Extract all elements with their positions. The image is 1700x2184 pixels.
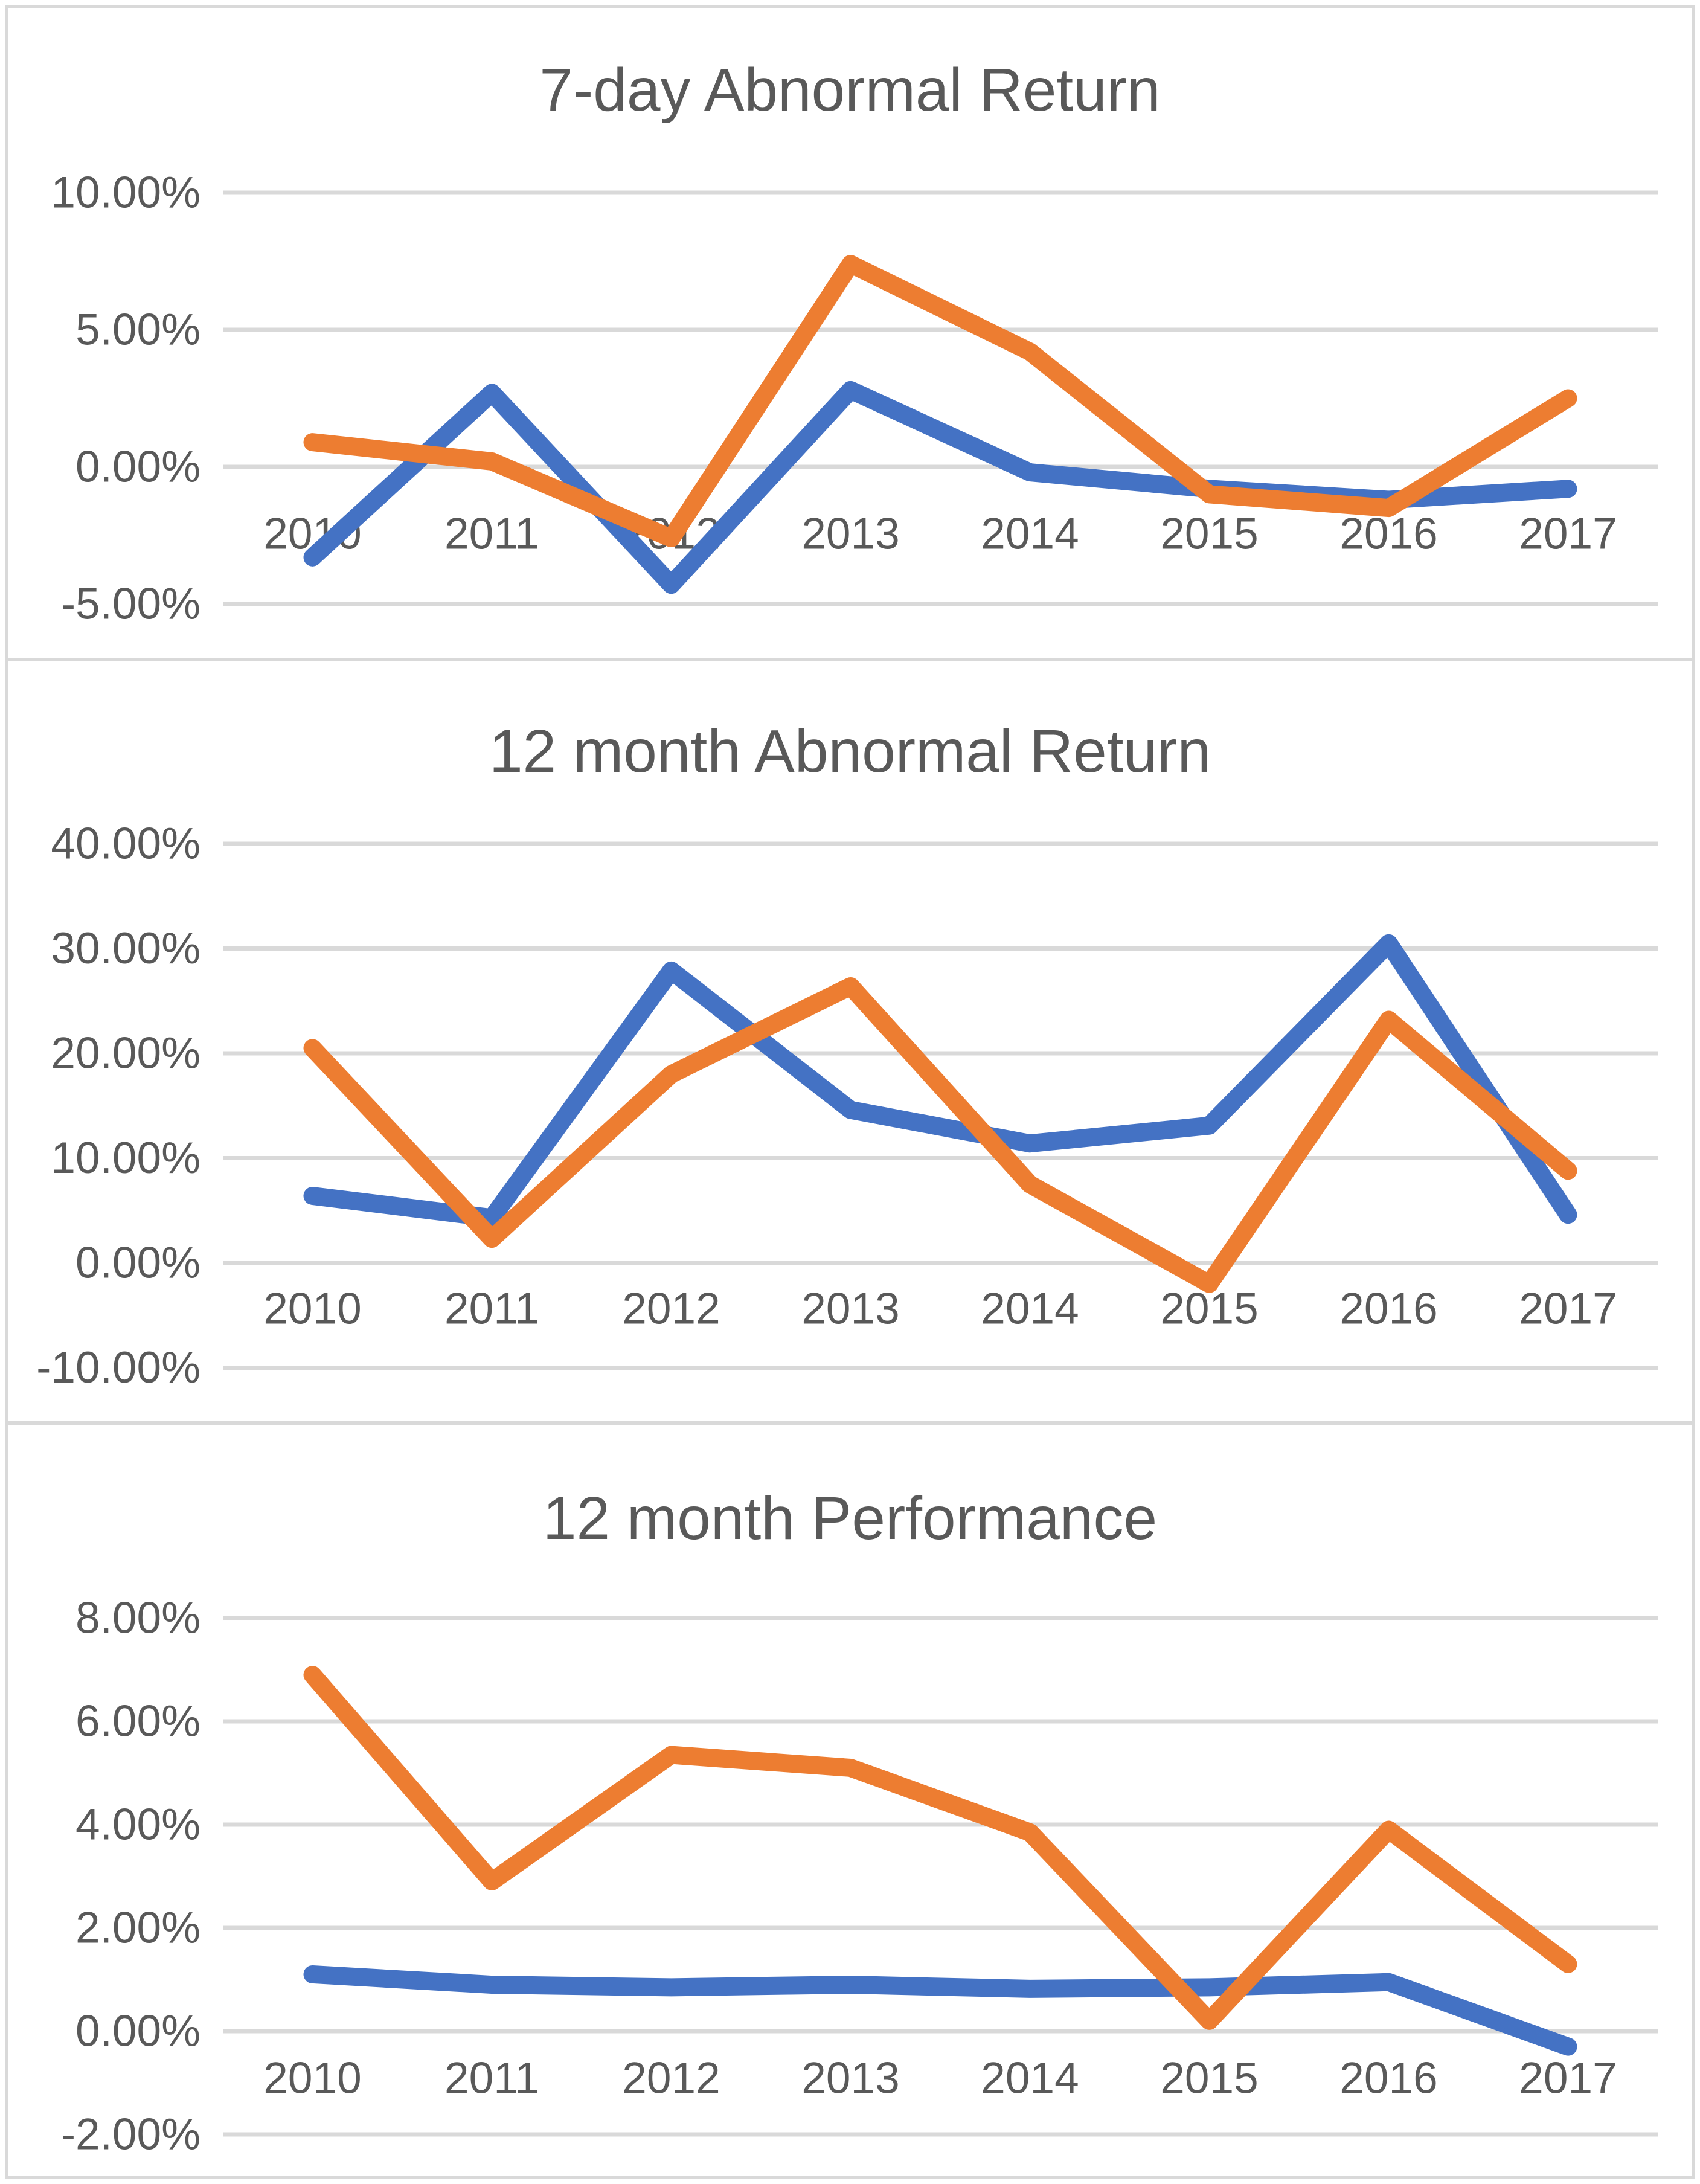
y-axis-tick-label: 40.00% (51, 820, 200, 869)
series-orange-line (303, 255, 1577, 548)
chart-panel-12month-performance: 12 month Performance 8.00% 6.00% 4.00% 2.00… (5, 1421, 1695, 2179)
x-axis-year-label: 2013 (801, 1285, 899, 1334)
x-axis-year-label: 2011 (444, 510, 539, 559)
x-axis-year-label: 2013 (801, 510, 899, 559)
y-axis-tick-label: 8.00% (75, 1594, 200, 1643)
y-axis-tick-label: 10.00% (51, 1134, 200, 1183)
x-axis-year-label: 2016 (1339, 2054, 1437, 2103)
x-axis-year-label: 2016 (1339, 1285, 1437, 1334)
x-axis-year-label: 2014 (981, 510, 1079, 559)
series-orange-line (303, 977, 1577, 1293)
line-chart-7day-abnormal-return: 10.00%5.00%0.00%-5.00%2010 2011 2012 2013 20… (51, 169, 1658, 629)
x-axis-year-label: 2017 (1519, 510, 1617, 559)
x-axis-year-label: 2016 (1339, 510, 1437, 559)
y-axis-tick-label: 4.00% (75, 1800, 200, 1849)
x-axis-year-label: 2014 (981, 2054, 1079, 2103)
x-axis-year-label: 2012 (622, 2054, 720, 2103)
y-axis-tick-label: 2.00% (75, 1904, 200, 1953)
x-axis-year-label: 2014 (981, 1285, 1079, 1334)
x-axis-year-label: 2011 (444, 2054, 539, 2103)
y-axis-tick-label: 5.00% (75, 306, 200, 355)
x-axis-year-label: 2012 (622, 1285, 720, 1334)
x-axis-year-label: 2013 (801, 2054, 899, 2103)
y-axis-tick-label: 0.00% (75, 2007, 200, 2056)
x-axis-year-label: 2017 (1519, 1285, 1617, 1334)
series-orange-line (303, 1666, 1577, 2030)
chart-panel-12month-abnormal-return: 12 month Abnormal Return 40.00% 30.00% 20.… (5, 658, 1695, 1425)
y-axis-tick-label: 30.00% (51, 924, 200, 973)
line-chart-12month-performance: 8.00% 6.00% 4.00% 2.00% 0.00% -2.00% 2010 2011 2… (61, 1594, 1658, 2159)
series-blue-line (303, 1965, 1577, 2056)
y-axis-tick-label: -5.00% (61, 580, 200, 629)
x-axis-year-label: 2015 (1160, 510, 1258, 559)
x-axis-year-label: 2017 (1519, 2054, 1617, 2103)
y-axis-tick-label: 20.00% (51, 1029, 200, 1078)
y-axis-tick-label: 0.00% (75, 443, 200, 492)
y-axis-tick-label: 10.00% (51, 169, 200, 217)
x-axis-year-label: 2010 (263, 2054, 361, 2103)
x-axis-year-label: 2011 (444, 1285, 539, 1334)
y-axis-tick-label: -10.00% (36, 1343, 200, 1392)
chart-panel-7day-abnormal-return: 7-day Abnormal Return 10.00% 5.00% 0.00% -5… (5, 5, 1695, 661)
series-blue-line (303, 934, 1577, 1227)
y-axis-tick-label: 6.00% (75, 1697, 200, 1746)
y-axis-tick-label: 0.00% (75, 1239, 200, 1288)
x-axis-year-label: 2015 (1160, 2054, 1258, 2103)
y-axis-tick-label: -2.00% (61, 2110, 200, 2159)
x-axis-year-label: 2010 (263, 1285, 361, 1334)
line-chart-12month-abnormal-return: 40.00% 30.00% 20.00% 10.00% 0.00% -10.00% 2010… (36, 820, 1658, 1392)
